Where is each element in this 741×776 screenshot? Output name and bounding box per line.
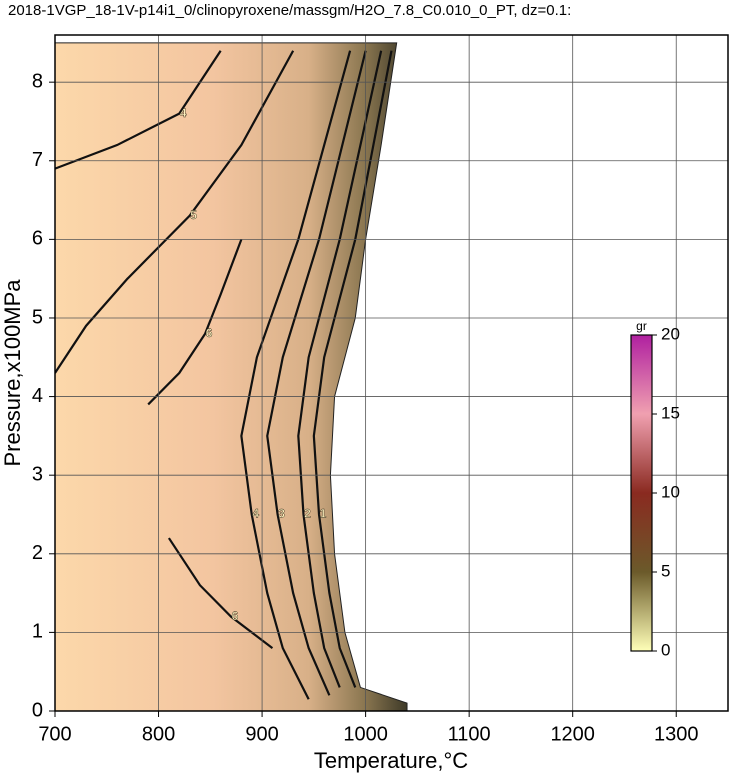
contour-label: 4 (180, 106, 187, 120)
x-tick-label: 1000 (343, 723, 388, 745)
colorbar-tick-label: 15 (661, 403, 680, 422)
y-tick-label: 6 (32, 228, 43, 250)
colorbar-tick-label: 5 (661, 561, 670, 580)
colorbar-label: gr (636, 319, 647, 333)
contour-label: 4 (252, 507, 259, 521)
colorbar-tick-label: 20 (661, 324, 680, 343)
plot-area: 12 3 4 4 5 6 6 (55, 35, 728, 711)
x-tick-label: 700 (38, 723, 71, 745)
contour-label: 6 (206, 326, 213, 340)
y-tick-label: 3 (32, 463, 43, 485)
colorbar-tick-label: 10 (661, 482, 680, 501)
y-tick-label: 2 (32, 542, 43, 564)
plot-frame (54, 34, 729, 712)
contour-label: 3 (278, 507, 285, 521)
x-tick-label: 800 (142, 723, 175, 745)
y-tick-label: 0 (32, 699, 43, 721)
x-tick-label: 1200 (550, 723, 595, 745)
y-tick-label: 1 (32, 621, 43, 643)
y-tick-label: 7 (32, 149, 43, 171)
data-region (55, 42, 408, 711)
y-tick-label: 5 (32, 306, 43, 328)
y-tick-label: 4 (32, 385, 43, 407)
y-axis-label: Pressure,x100MPa (0, 279, 25, 467)
contour-line (147, 238, 243, 406)
y-tick-label: 8 (32, 70, 43, 92)
chart-title: 2018-1VGP_18-1V-p14i1_0/clinopyroxene/ma… (8, 2, 571, 19)
contour-label: 5 (190, 208, 197, 222)
x-axis-label: Temperature,°C (314, 748, 468, 773)
contour-label: 6 (232, 609, 239, 623)
colorbar-tick-label: 0 (661, 640, 670, 659)
colorbar (630, 334, 653, 652)
x-tick-label: 1100 (448, 723, 491, 745)
x-tick-label: 900 (245, 723, 278, 745)
x-tick-label: 1300 (654, 723, 699, 745)
contour-label: 1 (320, 507, 327, 521)
contour-label: 2 (304, 507, 311, 521)
